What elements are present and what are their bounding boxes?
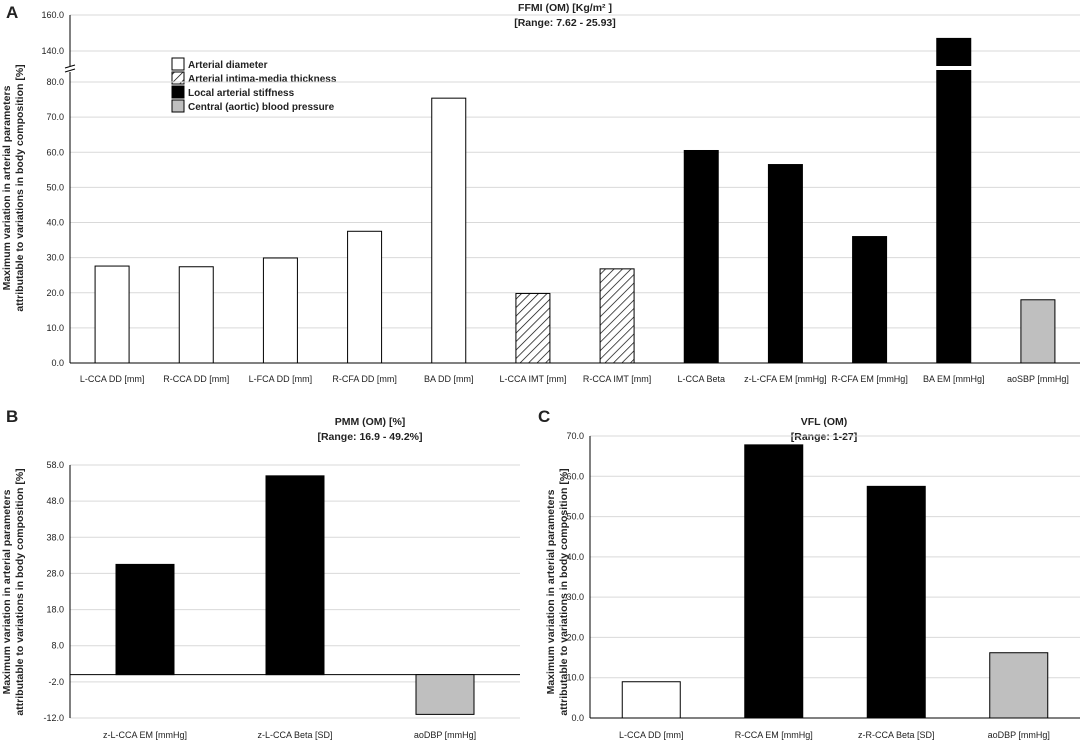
legend-label-blood-pressure: Central (aortic) blood pressure bbox=[188, 102, 335, 113]
panel-a-y-tick-label: 40.0 bbox=[46, 218, 64, 228]
panel-a-x-tick-label: R-CFA DD [mm] bbox=[332, 374, 397, 384]
panel-c-y-tick-label: 30.0 bbox=[566, 592, 584, 602]
panel-a-x-tick-label: BA EM [mmHg] bbox=[923, 374, 985, 384]
panel-a-y-tick-label: 10.0 bbox=[46, 323, 64, 333]
panel-b-y-tick-label: 18.0 bbox=[46, 605, 64, 615]
panel-a-subtitle: [Range: 7.62 - 25.93] bbox=[514, 17, 616, 29]
panel-a-bar bbox=[515, 292, 551, 364]
panel-a-ylabel-line2: attributable to variations in body compo… bbox=[14, 64, 26, 311]
panel-b-y-tick-label: 28.0 bbox=[46, 568, 64, 578]
panel-a-y-tick-label: 30.0 bbox=[46, 253, 64, 263]
panel-b-y-tick-label: 8.0 bbox=[51, 641, 64, 651]
panel-a-ylabel-line1: Maximum variation in arterial parameters bbox=[1, 85, 13, 290]
panel-a-x-tick-label: z-L-CFA EM [mmHg] bbox=[744, 374, 827, 384]
panel-b-title: PMM (OM) [%] bbox=[335, 416, 406, 428]
panel-a-x-tick-label: L-CCA IMT [mm] bbox=[499, 374, 566, 384]
panel-c-y-tick-label: 40.0 bbox=[566, 552, 584, 562]
panel-a-x-tick-label: L-FCA DD [mm] bbox=[249, 374, 313, 384]
panel-a-bar bbox=[852, 236, 888, 364]
panel-c-x-tick-label: L-CCA DD [mm] bbox=[619, 730, 684, 740]
panel-a-y-tick-label: 80.0 bbox=[46, 77, 64, 87]
legend-label-stiffness: Local arterial stiffness bbox=[188, 88, 295, 99]
chart-layer: 0.0 10.0 20.0 30.0 40.0 50.0 60.0 70.0 80.0 140.0… bbox=[41, 10, 1080, 740]
panel-c-ylabel-line2: attributable to variations in body compo… bbox=[558, 468, 570, 715]
panel-a-y-tick-label: 60.0 bbox=[46, 147, 64, 157]
panel-b-y-tick-label: 38.0 bbox=[46, 532, 64, 542]
panel-c-y-tick-label: 50.0 bbox=[566, 512, 584, 522]
panel-a-bar bbox=[1020, 299, 1056, 364]
panel-b-y-tick-label: 58.0 bbox=[46, 460, 64, 470]
panel-c-bar bbox=[744, 444, 804, 719]
panel-c-y-tick-label: 60.0 bbox=[566, 471, 584, 481]
panel-b-y-tick-label: 48.0 bbox=[46, 496, 64, 506]
panel-c-bar bbox=[989, 652, 1049, 719]
panel-a-y-tick-label: 160.0 bbox=[41, 10, 64, 20]
panel-a-letter: A bbox=[6, 3, 18, 22]
panel-c-y-tick-label: 70.0 bbox=[566, 431, 584, 441]
panel-a-x-tick-label: R-CFA EM [mmHg] bbox=[831, 374, 908, 384]
panel-a-bar-break bbox=[934, 66, 973, 70]
panel-a-bar bbox=[347, 230, 383, 364]
panel-b-letter: B bbox=[6, 407, 18, 426]
legend-swatch-blood-pressure bbox=[171, 99, 185, 113]
panel-c-letter: C bbox=[538, 407, 550, 426]
panel-b-bar bbox=[415, 674, 475, 715]
panel-a-y-tick-label: 70.0 bbox=[46, 112, 64, 122]
legend-label-arterial-diameter: Arterial diameter bbox=[188, 60, 268, 71]
panel-a-bar bbox=[262, 257, 298, 364]
panel-b-x-tick-label: z-L-CCA EM [mmHg] bbox=[103, 730, 187, 740]
panel-b-subtitle: [Range: 16.9 - 49.2%] bbox=[317, 431, 422, 443]
panel-c-y-tick-label: 0.0 bbox=[571, 713, 584, 723]
panel-a-axis-break-mark bbox=[64, 64, 76, 69]
panel-a-bar bbox=[178, 266, 214, 364]
panel-b-ylabel-line2: attributable to variations in body compo… bbox=[14, 468, 26, 715]
panel-b-ylabel-line1: Maximum variation in arterial parameters bbox=[1, 489, 13, 694]
legend-label-imt: Arterial intima-media thickness bbox=[188, 74, 337, 85]
legend: Arterial diameter Arterial intima-media … bbox=[171, 57, 337, 113]
panel-a-x-tick-label: aoSBP [mmHg] bbox=[1007, 374, 1069, 384]
panel-a-bar bbox=[767, 164, 803, 364]
panel-b-y-tick-label: -2.0 bbox=[48, 677, 64, 687]
panel-b-bar bbox=[265, 475, 325, 676]
panel-a-axis-break-gap bbox=[66, 66, 74, 72]
panel-c-y-tick-label: 10.0 bbox=[566, 673, 584, 683]
panel-c-bar bbox=[866, 485, 926, 719]
legend-swatch-stiffness bbox=[171, 85, 185, 99]
panel-b-y-tick-label: -12.0 bbox=[43, 713, 64, 723]
panel-a-y-tick-label: 140.0 bbox=[41, 46, 64, 56]
panel-b-x-tick-label: aoDBP [mmHg] bbox=[414, 730, 476, 740]
panel-c-x-tick-label: R-CCA EM [mmHg] bbox=[735, 730, 813, 740]
panel-a-bar bbox=[599, 268, 635, 364]
panel-c-bar bbox=[621, 681, 681, 719]
legend-swatch-arterial-diameter bbox=[171, 57, 185, 71]
panel-a-y-tick-label: 0.0 bbox=[51, 358, 64, 368]
panel-a-bar bbox=[683, 149, 719, 364]
panel-a-x-tick-label: R-CCA IMT [mm] bbox=[583, 374, 651, 384]
legend-swatch-imt bbox=[171, 71, 185, 85]
panel-a-y-tick-label: 50.0 bbox=[46, 182, 64, 192]
panel-c-x-tick-label: z-R-CCA Beta [SD] bbox=[858, 730, 935, 740]
panel-b-x-tick-label: z-L-CCA Beta [SD] bbox=[257, 730, 332, 740]
panel-a-bar bbox=[431, 97, 467, 364]
panel-a-y-tick-label: 20.0 bbox=[46, 288, 64, 298]
panel-a-x-tick-label: BA DD [mm] bbox=[424, 374, 474, 384]
panel-b-bar bbox=[115, 563, 175, 676]
panel-a-title: FFMI (OM) [Kg/m² ] bbox=[518, 2, 612, 14]
panel-a-x-tick-label: L-CCA Beta bbox=[677, 374, 725, 384]
panel-c-title: VFL (OM) bbox=[801, 416, 847, 428]
panel-a-x-tick-label: L-CCA DD [mm] bbox=[80, 374, 145, 384]
panel-a-x-tick-label: R-CCA DD [mm] bbox=[163, 374, 229, 384]
panel-c-ylabel-line1: Maximum variation in arterial parameters bbox=[545, 489, 557, 694]
panel-a-bar bbox=[936, 37, 972, 364]
panel-a-bar bbox=[94, 265, 130, 364]
panel-c-x-tick-label: aoDBP [mmHg] bbox=[988, 730, 1050, 740]
panel-c-y-tick-label: 20.0 bbox=[566, 632, 584, 642]
panel-c-subtitle: [Range: 1-27] bbox=[791, 431, 858, 443]
panel-a-axis-break-mark bbox=[64, 68, 76, 73]
